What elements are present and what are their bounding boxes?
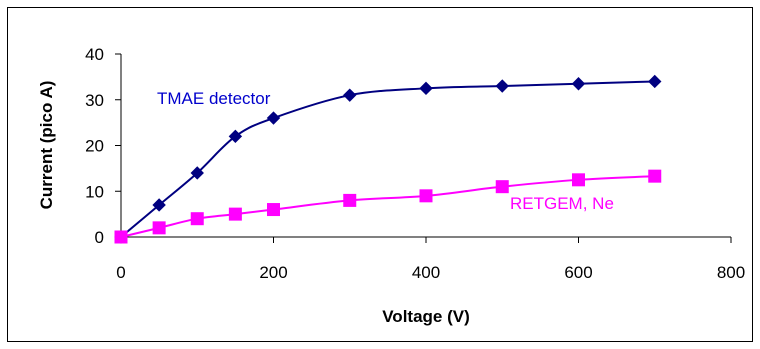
data-point-square <box>114 230 128 244</box>
data-point-diamond <box>228 129 243 144</box>
x-tick-label: 0 <box>116 263 125 282</box>
data-point-diamond <box>152 198 166 212</box>
x-tick-label: 600 <box>564 263 592 282</box>
data-point-diamond <box>343 88 357 102</box>
data-point-diamond <box>419 81 433 96</box>
data-point-square <box>343 193 357 207</box>
series-lines <box>120 80 655 238</box>
x-tick-label: 200 <box>259 263 287 282</box>
data-point-diamond <box>190 166 204 180</box>
data-point-diamond <box>571 77 586 91</box>
y-tick-label: 0 <box>95 228 104 247</box>
series-label-tmae: TMAE detector <box>157 89 271 108</box>
y-tick-label: 10 <box>85 182 104 201</box>
data-point-square <box>495 180 509 194</box>
y-tick-label: 30 <box>85 91 104 110</box>
y-axis-title: Current (pico A) <box>37 81 56 210</box>
series-label-retgem: RETGEM, Ne <box>510 194 614 213</box>
data-point-square <box>419 189 433 203</box>
x-axis-ticks: 0 200 400 600 800 <box>116 237 745 282</box>
y-tick-label: 40 <box>85 45 104 64</box>
data-point-square <box>152 221 166 235</box>
y-tick-label: 20 <box>85 137 104 156</box>
data-point-diamond <box>495 79 509 93</box>
data-point-diamond <box>266 111 281 125</box>
series-line-0 <box>120 80 655 238</box>
x-tick-label: 800 <box>717 263 745 282</box>
x-axis-title: Voltage (V) <box>382 307 470 326</box>
y-axis-ticks: 0 10 20 30 40 <box>85 45 121 247</box>
series-markers <box>114 74 662 244</box>
data-point-square <box>190 212 204 226</box>
x-tick-label: 400 <box>412 263 440 282</box>
data-point-square <box>648 169 662 183</box>
data-point-diamond <box>648 74 662 89</box>
data-point-square <box>267 203 280 217</box>
data-point-square <box>228 207 242 221</box>
data-point-square <box>572 173 585 187</box>
chart-area-border <box>7 7 753 342</box>
series-line-1 <box>120 175 655 238</box>
